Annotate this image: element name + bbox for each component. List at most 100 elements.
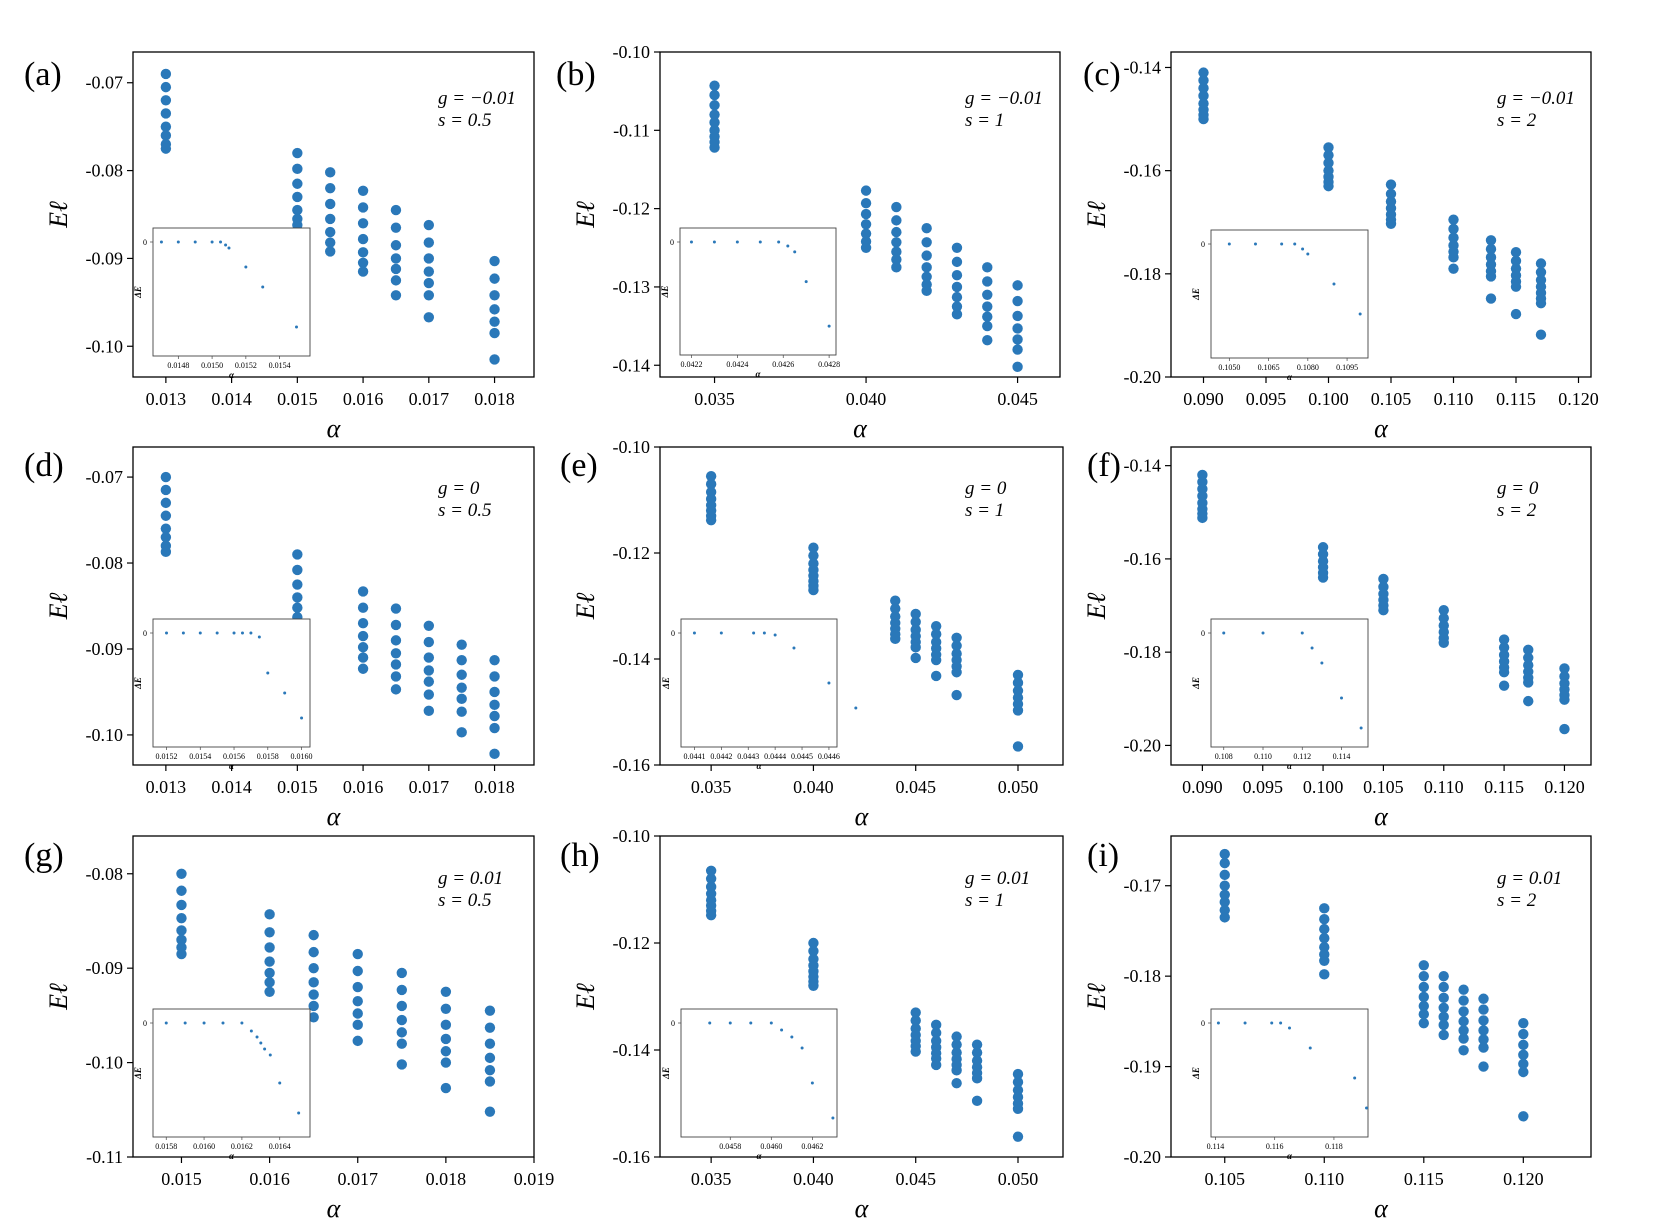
x-axis-label: α bbox=[853, 414, 868, 443]
inset-x-tick-label: 0.116 bbox=[1266, 1142, 1284, 1151]
data-point bbox=[390, 659, 402, 670]
inset-x-tick-label: 0.0152 bbox=[156, 752, 178, 761]
data-point bbox=[440, 1019, 452, 1031]
data-point bbox=[982, 301, 993, 312]
panel-d: 0.013 0.014 0.015 0.016 0.017 0.018 -0.07 -0.08… bbox=[24, 446, 535, 831]
data-point bbox=[357, 586, 369, 597]
inset-x-tick-label: 0.0160 bbox=[193, 1142, 215, 1151]
inset-point bbox=[224, 243, 228, 247]
data-point bbox=[264, 927, 275, 938]
x-tick-label: 0.040 bbox=[793, 777, 834, 797]
data-point bbox=[390, 671, 402, 682]
y-axis-label: Eℓ bbox=[1082, 592, 1111, 620]
panel-letter: (e) bbox=[560, 447, 598, 484]
data-point bbox=[264, 942, 275, 953]
data-point bbox=[1385, 188, 1397, 200]
y-tick-label: -0.20 bbox=[1124, 735, 1162, 755]
x-tick-label: 0.090 bbox=[1183, 389, 1224, 409]
data-point bbox=[705, 865, 717, 876]
annotation-s: s = 2 bbox=[1497, 890, 1537, 911]
inset-x-tick-label: 0.0445 bbox=[791, 752, 813, 761]
data-point bbox=[1448, 232, 1459, 243]
data-point bbox=[1498, 634, 1510, 645]
data-point bbox=[1438, 981, 1449, 993]
inset-point bbox=[249, 1029, 253, 1033]
data-point bbox=[352, 1019, 363, 1031]
inset-x-tick-label: 0.0162 bbox=[231, 1142, 253, 1151]
data-point bbox=[489, 327, 500, 339]
y-tick-label: -0.16 bbox=[1124, 549, 1162, 569]
inset: 0.114 0.116 0.118 0 α ΔE bbox=[1191, 1008, 1369, 1161]
data-point bbox=[1518, 1039, 1529, 1051]
inset-y-tick-label: 0 bbox=[671, 629, 675, 638]
data-point bbox=[951, 256, 963, 268]
data-point bbox=[264, 986, 275, 997]
data-point bbox=[1012, 323, 1023, 334]
plot-frame bbox=[132, 446, 535, 766]
data-point bbox=[910, 1007, 921, 1018]
panel-b: 0.035 0.040 0.045 -0.10 -0.11 -0.12 -0.13 -0.14… bbox=[556, 42, 1061, 443]
data-point bbox=[489, 671, 500, 682]
inset-point bbox=[780, 1028, 784, 1032]
data-point bbox=[910, 1015, 921, 1026]
x-axis-label: α bbox=[1374, 414, 1389, 443]
data-point bbox=[1012, 334, 1023, 345]
data-point bbox=[910, 642, 921, 653]
data-point bbox=[951, 301, 963, 312]
inset-point bbox=[689, 240, 693, 244]
data-point bbox=[1012, 344, 1023, 355]
annotation-s: s = 1 bbox=[965, 890, 1004, 911]
data-point bbox=[808, 542, 819, 553]
inset-point bbox=[259, 1041, 263, 1045]
data-point bbox=[1559, 694, 1570, 705]
x-tick-label: 0.018 bbox=[474, 777, 515, 797]
data-point bbox=[1219, 880, 1230, 891]
panel-h: 0.035 0.040 0.045 0.050 -0.10 -0.12 -0.14 -0.16… bbox=[560, 826, 1064, 1223]
x-tick-label: 0.015 bbox=[277, 777, 318, 797]
data-point bbox=[484, 1052, 496, 1064]
data-point bbox=[1438, 1029, 1449, 1041]
annotation-g: g = 0 bbox=[1497, 478, 1539, 499]
panel-a: 0.013 0.014 0.015 0.016 0.017 0.018 -0.07 -0.08… bbox=[24, 51, 535, 443]
data-point bbox=[1418, 991, 1429, 1003]
y-tick-label: -0.18 bbox=[1124, 642, 1162, 662]
annotation-g: g = 0.01 bbox=[1497, 868, 1562, 889]
y-tick-label: -0.19 bbox=[1124, 1057, 1162, 1077]
inset-y-label: ΔE bbox=[133, 677, 143, 690]
data-point bbox=[352, 1008, 363, 1019]
y-tick-label: -0.07 bbox=[86, 73, 124, 93]
data-point bbox=[1478, 993, 1489, 1004]
data-point bbox=[1478, 1061, 1489, 1072]
data-point bbox=[390, 222, 402, 233]
data-point bbox=[930, 654, 942, 666]
x-tick-label: 0.035 bbox=[694, 389, 735, 409]
inset-point bbox=[827, 681, 831, 685]
data-point bbox=[357, 602, 369, 613]
data-point bbox=[921, 250, 932, 261]
panel-letter: (i) bbox=[1087, 837, 1119, 874]
data-point bbox=[390, 648, 402, 659]
data-point bbox=[1438, 970, 1449, 982]
inset-point bbox=[786, 244, 790, 248]
x-tick-label: 0.015 bbox=[161, 1169, 202, 1189]
data-point bbox=[860, 228, 872, 239]
data-point bbox=[423, 665, 435, 676]
data-point bbox=[352, 1035, 363, 1047]
data-point bbox=[176, 948, 187, 960]
data-point bbox=[1385, 218, 1397, 229]
x-tick-label: 0.016 bbox=[343, 777, 384, 797]
data-point bbox=[921, 237, 932, 248]
data-point bbox=[1317, 572, 1329, 583]
data-point bbox=[951, 1065, 962, 1076]
data-point bbox=[890, 595, 901, 606]
y-tick-label: -0.17 bbox=[1124, 876, 1162, 896]
inset-point bbox=[255, 1035, 259, 1039]
y-tick-label: -0.10 bbox=[86, 336, 124, 356]
data-point bbox=[264, 956, 275, 967]
data-point bbox=[489, 304, 500, 315]
data-point bbox=[1418, 960, 1429, 971]
inset-x-tick-label: 0.1095 bbox=[1336, 363, 1358, 372]
data-point bbox=[709, 80, 720, 91]
data-point bbox=[292, 592, 303, 603]
data-point bbox=[1198, 90, 1209, 102]
